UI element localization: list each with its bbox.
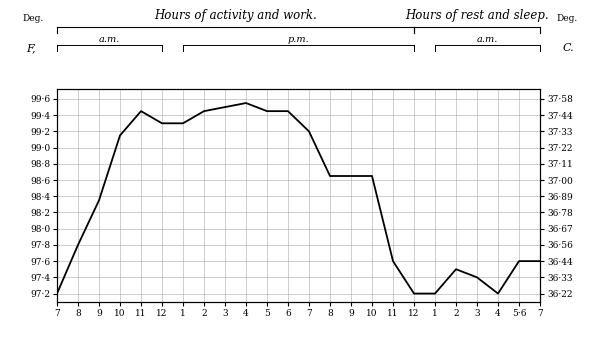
Text: C.: C.: [563, 43, 575, 53]
Text: Hours of rest and sleep.: Hours of rest and sleep.: [405, 9, 549, 22]
Text: p.m.: p.m.: [287, 35, 310, 44]
Text: Deg.: Deg.: [556, 14, 578, 23]
Text: F,: F,: [26, 43, 36, 53]
Text: a.m.: a.m.: [99, 35, 120, 44]
Text: Deg.: Deg.: [22, 14, 44, 23]
Text: a.m.: a.m.: [477, 35, 498, 44]
Text: Hours of activity and work.: Hours of activity and work.: [154, 9, 317, 22]
